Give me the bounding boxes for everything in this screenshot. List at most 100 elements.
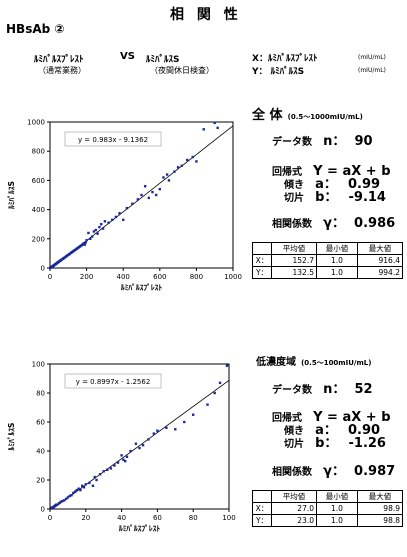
- equation-box: [64, 131, 162, 147]
- data-point: [138, 446, 141, 450]
- y-tick-label: 200: [32, 235, 45, 243]
- stats-cell: X：: [252, 254, 272, 267]
- x-definition: X：ﾙﾐﾊﾟﾙｽﾌﾟﾚｽﾄ: [252, 54, 318, 64]
- intercept-row: 切片 b： -9.14: [284, 186, 386, 205]
- data-point: [125, 455, 129, 458]
- regression-equation-label: y = 0.983x - 9.1362: [78, 136, 148, 144]
- x-tick-label: 200: [80, 273, 93, 281]
- slope-symbol: a：: [315, 177, 337, 192]
- data-point: [129, 449, 132, 453]
- data-point: [94, 228, 97, 232]
- data-point: [192, 413, 195, 416]
- data-point: [213, 121, 216, 125]
- data-point: [92, 230, 96, 233]
- y-tick-label: 0: [41, 265, 45, 273]
- data-point: [107, 221, 110, 224]
- stats-header: 平均値: [271, 242, 317, 255]
- n-value: 52: [354, 382, 373, 397]
- data-point: [183, 420, 186, 424]
- data-point: [64, 497, 68, 501]
- data-point: [118, 212, 121, 215]
- stats-row-x: X： 152.7 1.0 916.4: [252, 254, 403, 267]
- y-tick-label: 20: [36, 477, 45, 485]
- data-point: [120, 454, 123, 457]
- stats-cell: 1.0: [316, 514, 358, 527]
- r-label: 相関係数: [272, 467, 312, 478]
- data-point: [81, 484, 84, 487]
- y-tick-label: 80: [36, 390, 45, 398]
- regression-row: 回帰式 Y = aX + b: [272, 406, 391, 425]
- section-heading: 低濃度域: [256, 357, 296, 368]
- data-point: [98, 473, 102, 476]
- x-tick-label: 400: [117, 273, 130, 281]
- y-tick-label: 400: [32, 206, 45, 214]
- slope-value: 0.99: [347, 177, 381, 192]
- x-tick-label: 40: [117, 514, 126, 522]
- intercept-value: -1.26: [348, 436, 386, 451]
- slope-label: 傾き: [284, 426, 304, 437]
- stats-cell: 27.0: [271, 502, 317, 515]
- data-point: [84, 483, 87, 486]
- regression-equation: Y = aX + b: [313, 164, 391, 179]
- x-tick-label: 600: [153, 273, 166, 281]
- data-point: [114, 215, 118, 219]
- stats-header-row: 平均値 最小値 最大値: [252, 242, 403, 255]
- data-point: [70, 494, 73, 497]
- data-point: [95, 478, 98, 482]
- slope-symbol: a：: [315, 423, 337, 438]
- data-point: [173, 170, 176, 173]
- r-symbol: γ：: [323, 464, 345, 479]
- stats-cell: X：: [252, 502, 272, 515]
- intercept-symbol: b：: [315, 190, 338, 205]
- page-title: 相 関 性: [170, 7, 242, 23]
- data-point: [202, 128, 205, 131]
- section-all-header: 全 体 (0.5～1000mIU/mL): [252, 104, 363, 123]
- data-point: [191, 155, 194, 159]
- compare-left-note: （通常業務）: [38, 66, 86, 75]
- slope-label: 傾き: [284, 180, 304, 191]
- data-point: [186, 158, 189, 162]
- r-row: 相関係数 γ： 0.987: [272, 460, 395, 479]
- regression-row: 回帰式 Y = aX + b: [272, 160, 391, 179]
- data-point: [111, 218, 114, 222]
- r-label: 相関係数: [272, 219, 312, 230]
- data-point: [84, 241, 87, 244]
- data-point: [174, 428, 177, 431]
- intercept-label: 切片: [284, 439, 304, 450]
- y-axis-title: ﾙﾐﾊﾟﾙｽS: [6, 423, 16, 452]
- data-point: [140, 193, 143, 197]
- x-axis-title: ﾙﾐﾊﾟﾙｽﾌﾟﾚｽﾄ: [118, 523, 160, 533]
- stats-cell: 1.0: [316, 502, 358, 515]
- x-unit: (mIU/mL): [358, 54, 386, 61]
- n-row: データ数 n： 52: [272, 378, 373, 397]
- stats-cell: 1.0: [316, 254, 358, 267]
- stats-cell: 1.0: [316, 266, 358, 279]
- data-point: [134, 442, 138, 445]
- data-point: [106, 468, 109, 472]
- compare-mid-note: （夜間休日検査）: [150, 66, 214, 75]
- stats-cell: 98.9: [357, 502, 403, 515]
- x-tick-label: 1000: [224, 273, 242, 281]
- stats-header: 最大値: [357, 242, 403, 255]
- data-point: [123, 459, 127, 463]
- stats-cell: Y：: [252, 514, 272, 527]
- section-range: (0.5～100mIU/mL): [301, 359, 372, 367]
- stats-cell: 23.0: [271, 514, 317, 527]
- y-tick-label: 1000: [27, 119, 45, 127]
- intercept-value: -9.14: [348, 190, 386, 205]
- scatter-chart-all: 0 200 400 600 800 1000 0 200 400 600 800 1000 ﾙﾐﾊﾟﾙｽ…: [6, 119, 242, 293]
- regression-equation-label: y = 0.8997x - 1.2562: [76, 378, 151, 386]
- x-tick-label: 100: [222, 514, 235, 522]
- data-point: [96, 232, 99, 235]
- intercept-row: 切片 b： -1.26: [284, 432, 386, 451]
- stats-table-low: 平均値 最小値 最大値 X： 27.0 1.0 98.9 Y： 23.0 1.0…: [252, 490, 403, 527]
- data-point: [165, 173, 169, 176]
- data-point: [165, 426, 168, 429]
- data-point: [116, 461, 120, 464]
- stats-header-row: 平均値 最小値 最大値: [252, 490, 403, 503]
- data-point: [143, 185, 147, 188]
- x-tick-label: 80: [189, 514, 198, 522]
- y-unit: (mIU/mL): [358, 67, 386, 74]
- data-point: [158, 187, 161, 191]
- stats-header: 平均値: [271, 490, 317, 503]
